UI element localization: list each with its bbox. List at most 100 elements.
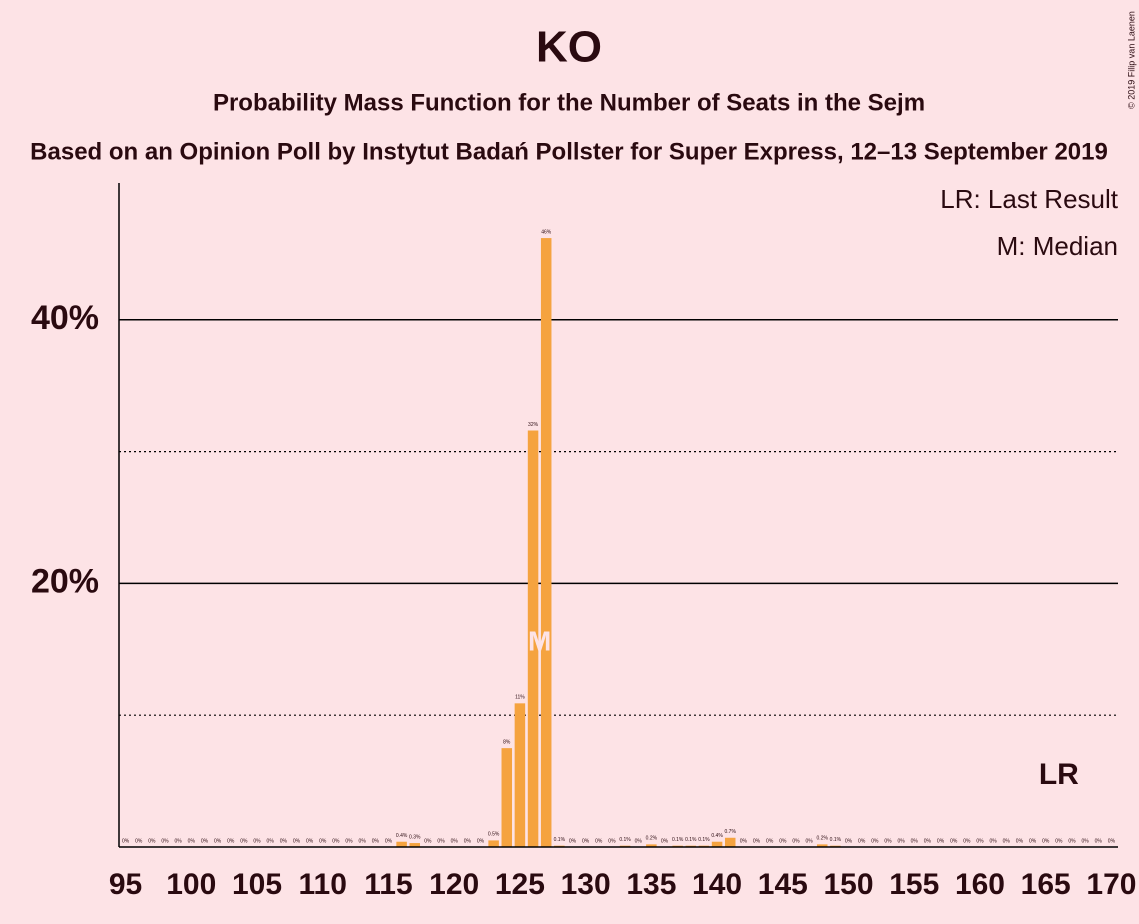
chart-title: KO	[536, 23, 602, 72]
bar	[540, 238, 552, 848]
value-label: 0%	[937, 838, 945, 844]
chart-subtitle: Probability Mass Function for the Number…	[213, 89, 925, 116]
value-label: 0%	[253, 838, 261, 844]
value-label: 0%	[845, 838, 853, 844]
value-label: 0.5%	[488, 832, 500, 838]
value-label: 0%	[451, 838, 459, 844]
value-label: 0%	[477, 838, 485, 844]
x-tick-label: 120	[429, 868, 479, 901]
value-label: 8%	[503, 739, 511, 745]
value-label: 0.1%	[698, 837, 710, 843]
value-label: 0%	[1029, 838, 1037, 844]
bar	[514, 703, 526, 847]
bar	[646, 844, 657, 847]
value-label: 0%	[135, 838, 143, 844]
value-label: 0%	[608, 838, 616, 844]
x-tick-label: 115	[364, 868, 412, 901]
value-label: 0%	[661, 838, 669, 844]
bar	[501, 748, 513, 847]
value-label: 0%	[227, 838, 235, 844]
value-label: 0%	[924, 838, 932, 844]
value-label: 0%	[635, 838, 643, 844]
bar	[711, 841, 723, 847]
value-label: 0%	[332, 838, 340, 844]
value-label: 0%	[1095, 838, 1103, 844]
value-label: 0%	[280, 838, 288, 844]
x-tick-label: 95	[109, 868, 142, 901]
value-label: 0%	[122, 838, 130, 844]
value-label: 0%	[1068, 838, 1076, 844]
copyright: © 2019 Filip van Laenen	[1126, 11, 1136, 109]
last-result-marker: LR	[1039, 758, 1079, 791]
value-label: 0.3%	[409, 834, 421, 840]
bar	[724, 837, 736, 847]
x-tick-label: 150	[824, 868, 874, 901]
value-label: 0%	[1108, 838, 1116, 844]
value-label: 0%	[161, 838, 169, 844]
value-label: 0.1%	[619, 837, 631, 843]
x-tick-label: 130	[561, 868, 611, 901]
bar	[396, 841, 407, 847]
legend-entry: M: Median	[997, 231, 1118, 261]
value-label: 0%	[911, 838, 919, 844]
value-label: 0%	[779, 838, 787, 844]
bar	[409, 843, 421, 847]
value-label: 0%	[359, 838, 367, 844]
value-label: 0%	[963, 838, 971, 844]
value-label: 0%	[1016, 838, 1024, 844]
bar	[527, 430, 539, 847]
value-label: 0%	[214, 838, 222, 844]
value-label: 0%	[884, 838, 892, 844]
value-label: 0%	[464, 838, 472, 844]
x-tick-label: 135	[626, 868, 676, 901]
value-label: 0%	[148, 838, 156, 844]
value-label: 0%	[424, 838, 432, 844]
value-label: 0.4%	[396, 833, 408, 839]
value-label: 0%	[319, 838, 327, 844]
value-label: 0%	[1003, 838, 1011, 844]
value-label: 0%	[990, 838, 998, 844]
value-label: 0%	[805, 838, 813, 844]
legend-entry: LR: Last Result	[940, 184, 1119, 214]
value-label: 0%	[753, 838, 761, 844]
value-label: 11%	[515, 695, 525, 701]
median-marker: M	[528, 625, 551, 656]
value-label: 0.4%	[711, 833, 723, 839]
y-tick-label: 40%	[31, 299, 99, 337]
value-label: 0%	[201, 838, 209, 844]
value-label: 0%	[871, 838, 879, 844]
value-label: 0%	[1042, 838, 1050, 844]
value-label: 0%	[188, 838, 196, 844]
value-label: 0%	[740, 838, 748, 844]
value-label: 0%	[1082, 838, 1090, 844]
value-label: 0.1%	[554, 837, 566, 843]
value-label: 0%	[372, 838, 380, 844]
value-label: 0%	[240, 838, 248, 844]
x-tick-label: 145	[758, 868, 808, 901]
chart-subtitle: Based on an Opinion Poll by Instytut Bad…	[30, 138, 1108, 165]
value-label: 0%	[267, 838, 275, 844]
x-tick-label: 140	[692, 868, 742, 901]
value-label: 0%	[306, 838, 314, 844]
value-label: 0%	[385, 838, 393, 844]
value-label: 0%	[897, 838, 905, 844]
x-tick-label: 155	[889, 868, 939, 901]
value-label: 0%	[976, 838, 984, 844]
x-tick-label: 125	[495, 868, 545, 901]
value-label: 0%	[582, 838, 590, 844]
value-label: 0%	[595, 838, 603, 844]
x-tick-label: 100	[166, 868, 216, 901]
x-tick-label: 160	[955, 868, 1005, 901]
value-label: 0%	[437, 838, 445, 844]
value-label: 0%	[766, 838, 774, 844]
value-label: 0%	[175, 838, 183, 844]
value-label: 0.1%	[672, 837, 684, 843]
y-tick-label: 20%	[31, 562, 99, 600]
x-tick-label: 105	[232, 868, 282, 901]
x-tick-label: 170	[1086, 868, 1136, 901]
value-label: 0.7%	[725, 829, 737, 835]
value-label: 46%	[541, 229, 552, 235]
value-label: 0.1%	[685, 837, 697, 843]
